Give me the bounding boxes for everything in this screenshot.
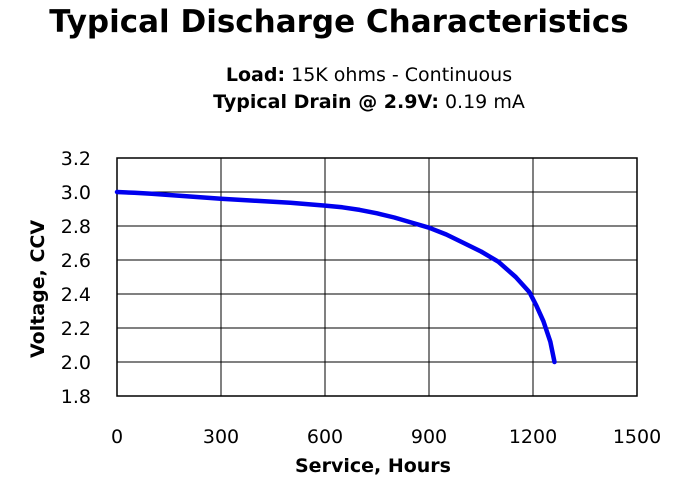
load-label: Load: <box>225 64 286 86</box>
x-tick-label: 1500 <box>613 426 661 448</box>
x-tick-label: 1200 <box>509 426 557 448</box>
drain-label: Typical Drain @ 2.9V: <box>213 91 439 113</box>
y-tick-label: 1.8 <box>61 386 91 408</box>
discharge-curve <box>114 189 557 365</box>
series-layer <box>114 189 557 365</box>
y-tick-label: 2.0 <box>61 352 91 374</box>
x-tick-labels: 0 300 600 900 1200 1500 <box>111 426 661 448</box>
x-tick-label: 900 <box>411 426 447 448</box>
y-tick-label: 3.0 <box>61 182 91 204</box>
drain-subtitle: Typical Drain @ 2.9V: 0.19 mA <box>0 91 678 113</box>
plot-frame <box>116 157 638 397</box>
y-tick-label: 2.4 <box>61 284 91 306</box>
y-tick-label: 3.2 <box>61 148 91 170</box>
x-tick-label: 600 <box>307 426 343 448</box>
x-axis-label: Service, Hours <box>295 455 451 477</box>
drain-value: 0.19 mA <box>444 91 525 113</box>
chart-title: Typical Discharge Characteristics <box>49 4 629 40</box>
y-tick-label: 2.6 <box>61 250 91 272</box>
y-tick-label: 2.2 <box>61 318 91 340</box>
x-tick-label: 0 <box>111 426 123 448</box>
load-subtitle: Load: 15K ohms - Continuous <box>0 64 678 86</box>
y-tick-labels: 3.2 3.0 2.8 2.6 2.4 2.2 2.0 1.8 <box>61 148 91 408</box>
y-tick-label: 2.8 <box>61 216 91 238</box>
load-value: 15K ohms - Continuous <box>291 64 513 86</box>
grid <box>116 157 638 397</box>
x-tick-label: 300 <box>203 426 239 448</box>
y-axis-label: Voltage, CCV <box>27 220 49 358</box>
